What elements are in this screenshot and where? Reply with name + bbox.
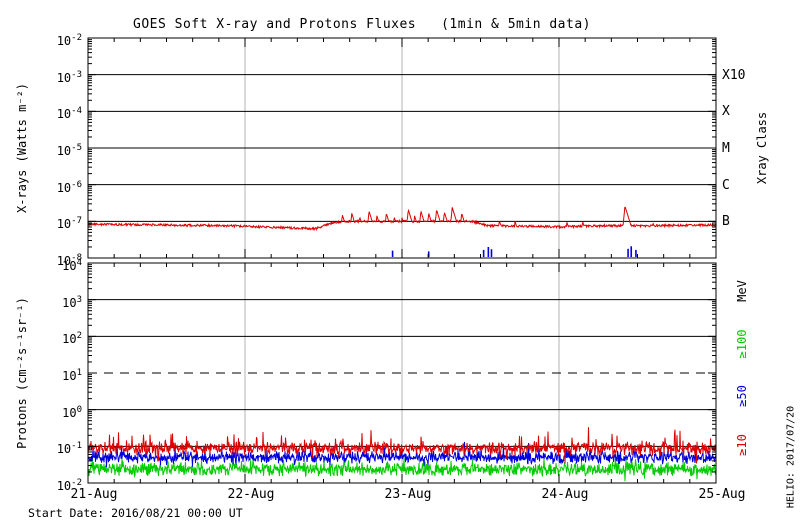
- energy-label-ge10: ≥10: [735, 434, 749, 456]
- p_ge10-series: [87, 427, 717, 464]
- y-tick-label-xray: 10-6: [56, 180, 82, 195]
- energy-label-ge100: ≥100: [735, 329, 749, 359]
- y-tick-label-xray: 10-3: [56, 70, 82, 85]
- credit-text: HELIO: 2017/07/20: [785, 405, 797, 509]
- x-tick-label: 25-Aug: [698, 487, 746, 502]
- x-tick-label: 21-Aug: [70, 487, 118, 502]
- protons-y-axis-label: Protons (cm⁻²s⁻¹sr⁻¹): [15, 297, 29, 449]
- y-tick-label-protons: 10-2: [56, 478, 82, 493]
- energy-label-ge50: ≥50: [735, 385, 749, 407]
- y-tick-label-protons: 100: [62, 405, 82, 420]
- xray-y-axis-label: X-rays (Watts m⁻²): [15, 82, 29, 214]
- mev-axis-label: MeV: [735, 280, 749, 302]
- xray-class-label-m: M: [722, 141, 730, 156]
- xray-class-label-x: X: [722, 104, 730, 119]
- y-tick-label-protons: 10-1: [56, 441, 82, 456]
- y-tick-label-xray: 10-4: [56, 106, 82, 121]
- y-tick-label-xray: 10-2: [56, 33, 82, 48]
- x-tick-label: 24-Aug: [541, 487, 589, 502]
- y-tick-label-xray: 10-5: [56, 143, 82, 158]
- xray-class-label-b: B: [722, 214, 730, 229]
- p_ge100-series: [87, 453, 717, 482]
- start-date-text: Start Date: 2016/08/21 00:00 UT: [28, 506, 243, 520]
- y-tick-label-xray: 10-7: [56, 216, 82, 231]
- xray-class-axis-label: Xray Class: [755, 111, 769, 185]
- y-tick-label-protons: 103: [62, 295, 82, 310]
- xray-class-label-c: C: [722, 178, 730, 193]
- xray-class-label-x10: X10: [722, 68, 746, 83]
- x-tick-label: 23-Aug: [384, 487, 432, 502]
- xray_long_1min-series: [87, 206, 717, 232]
- y-tick-label-xray: 10-8: [56, 253, 82, 268]
- y-tick-label-protons: 102: [62, 331, 82, 346]
- x-tick-label: 22-Aug: [227, 487, 275, 502]
- y-tick-label-protons: 101: [62, 368, 82, 383]
- chart-title: GOES Soft X-ray and Protons Fluxes (1min…: [133, 17, 591, 32]
- y-tick-label-protons: 104: [62, 258, 82, 273]
